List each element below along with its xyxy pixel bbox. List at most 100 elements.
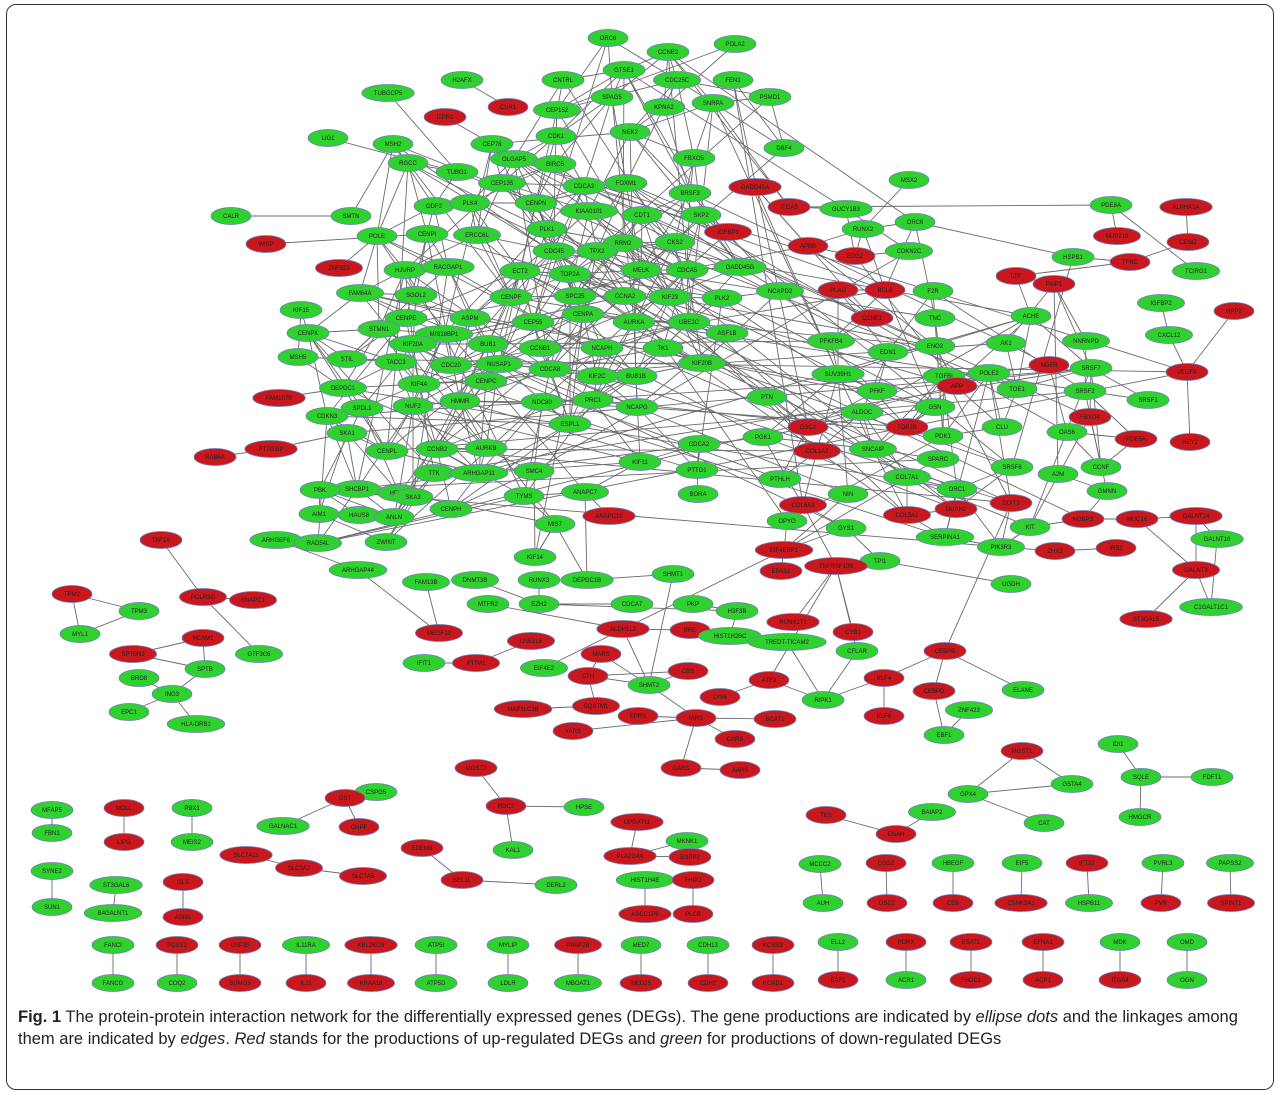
gene-node: CDC20 bbox=[429, 356, 473, 374]
gene-node: SNAPC1 bbox=[228, 591, 277, 609]
up-regulated-node bbox=[139, 531, 183, 549]
gene-node: TPM3 bbox=[118, 602, 160, 620]
gene-node: ERCC6L bbox=[452, 226, 501, 244]
gene-node: BAIAP2 bbox=[908, 803, 957, 821]
gene-label: EDN1 bbox=[880, 350, 897, 356]
edge bbox=[407, 162, 428, 235]
gene-node: ATP5D bbox=[414, 974, 458, 992]
gene-label: EIF5 bbox=[1016, 861, 1029, 867]
down-regulated-node bbox=[1126, 391, 1170, 409]
gene-label: ZHX2 bbox=[1047, 549, 1063, 555]
gene-node: F2R bbox=[912, 282, 954, 300]
down-regulated-node bbox=[388, 335, 437, 353]
gene-node: PDE5A bbox=[1114, 430, 1158, 448]
down-regulated-node bbox=[435, 163, 479, 181]
gene-node: CDKN3 bbox=[305, 407, 349, 425]
down-regulated-node bbox=[30, 801, 74, 819]
gene-node: GLS bbox=[162, 873, 204, 891]
gene-label: NDC80 bbox=[532, 400, 552, 406]
gene-node: SRSF1 bbox=[1126, 391, 1170, 409]
gene-node: KIF23 bbox=[648, 288, 692, 306]
edge bbox=[160, 539, 204, 598]
down-regulated-node bbox=[559, 202, 619, 220]
gene-label: DSC2 bbox=[879, 901, 896, 907]
gene-label: CEP135 bbox=[491, 181, 514, 187]
gene-node: HMMR bbox=[439, 392, 481, 410]
gene-node: CEBPB bbox=[923, 642, 967, 660]
gene-label: CENPK bbox=[298, 331, 319, 337]
down-regulated-node bbox=[748, 88, 792, 106]
gene-label: EFNA1 bbox=[1033, 940, 1053, 946]
gene-node: CEP152 bbox=[533, 101, 582, 119]
gene-label: NOBPS bbox=[1072, 517, 1093, 523]
gene-label: TNC bbox=[929, 316, 942, 322]
gene-node: FAM64A bbox=[335, 284, 384, 302]
down-regulated-node bbox=[414, 974, 458, 992]
gene-label: ASCC1P8 bbox=[631, 912, 659, 918]
gene-label: HPP2 bbox=[1226, 309, 1242, 315]
gene-label: IL11RA bbox=[296, 943, 316, 949]
down-regulated-node bbox=[535, 127, 577, 145]
edge bbox=[418, 383, 438, 450]
gene-node: PGK1 bbox=[742, 428, 784, 446]
up-regulated-node bbox=[1166, 233, 1210, 251]
edge bbox=[1030, 315, 1092, 369]
edge bbox=[433, 367, 1092, 474]
gene-label: AARS bbox=[732, 768, 748, 774]
up-regulated-node bbox=[675, 709, 717, 727]
gene-node: MDK bbox=[1099, 933, 1141, 951]
gene-label: FANCG bbox=[103, 981, 124, 987]
down-regulated-node bbox=[1001, 854, 1043, 872]
gene-node: PAPSS2 bbox=[1206, 854, 1255, 872]
edge bbox=[487, 270, 521, 345]
down-regulated-node bbox=[610, 595, 654, 613]
network-nodes: ORC6 CCNE2 POLA2 H2AFX CNTRL GTSE1 CDC25C FEN1 T… bbox=[30, 29, 1256, 992]
gene-node: CUR1 bbox=[487, 98, 529, 116]
gene-node: SNCAIP bbox=[849, 440, 898, 458]
gene-node: CDH2 bbox=[687, 974, 729, 992]
gene-node: FANCI bbox=[91, 936, 135, 954]
gene-node: GMNN bbox=[1086, 482, 1128, 500]
gene-node: CAT bbox=[1023, 814, 1065, 832]
down-regulated-node bbox=[665, 261, 709, 279]
edge bbox=[392, 143, 435, 207]
down-regulated-node bbox=[609, 123, 651, 141]
gene-label: CENPC bbox=[475, 379, 497, 385]
gene-label: LIPG bbox=[117, 840, 131, 846]
gene-label: SUV39H1 bbox=[825, 372, 852, 378]
gene-node: ANAPC7 bbox=[561, 483, 610, 501]
down-regulated-node bbox=[31, 824, 73, 842]
gene-label: DBF4 bbox=[776, 146, 792, 152]
gene-node: RUNX2 bbox=[841, 220, 885, 238]
edge bbox=[412, 343, 781, 480]
gene-node: SERPINA1 bbox=[915, 528, 975, 546]
down-regulated-node bbox=[374, 353, 418, 371]
edge bbox=[393, 448, 438, 518]
gene-label: CEP152 bbox=[546, 108, 569, 114]
down-regulated-node bbox=[450, 571, 499, 589]
gene-node: H2AFX bbox=[440, 71, 484, 89]
gene-label: BRE bbox=[684, 628, 696, 634]
gene-label: BUB1B bbox=[626, 374, 646, 380]
gene-label: GALNT3 bbox=[1184, 568, 1208, 574]
gene-node: LIPG bbox=[103, 833, 145, 851]
down-regulated-node bbox=[234, 645, 283, 663]
down-regulated-node bbox=[511, 313, 555, 331]
gene-node: GALNT10 bbox=[1190, 530, 1244, 548]
down-regulated-node bbox=[563, 798, 605, 816]
down-regulated-node bbox=[888, 171, 930, 189]
gene-node: GTF3C6 bbox=[234, 645, 283, 663]
gene-label: DSC2 bbox=[800, 425, 817, 431]
down-regulated-node bbox=[307, 129, 349, 147]
gene-label: GARS bbox=[672, 766, 689, 772]
gene-label: RIPK1 bbox=[814, 698, 832, 704]
gene-label: ERCC6L bbox=[465, 233, 489, 239]
gene-node: COL6A3 bbox=[779, 496, 828, 514]
gene-label: KCNS3 bbox=[763, 943, 784, 949]
edge bbox=[712, 102, 785, 149]
gene-label: PLAU bbox=[830, 288, 846, 294]
up-regulated-node bbox=[193, 448, 237, 466]
gene-node: CEP135 bbox=[477, 174, 526, 192]
gene-node: TPX2 bbox=[576, 242, 618, 260]
gene-label: GMNN bbox=[1098, 489, 1116, 495]
